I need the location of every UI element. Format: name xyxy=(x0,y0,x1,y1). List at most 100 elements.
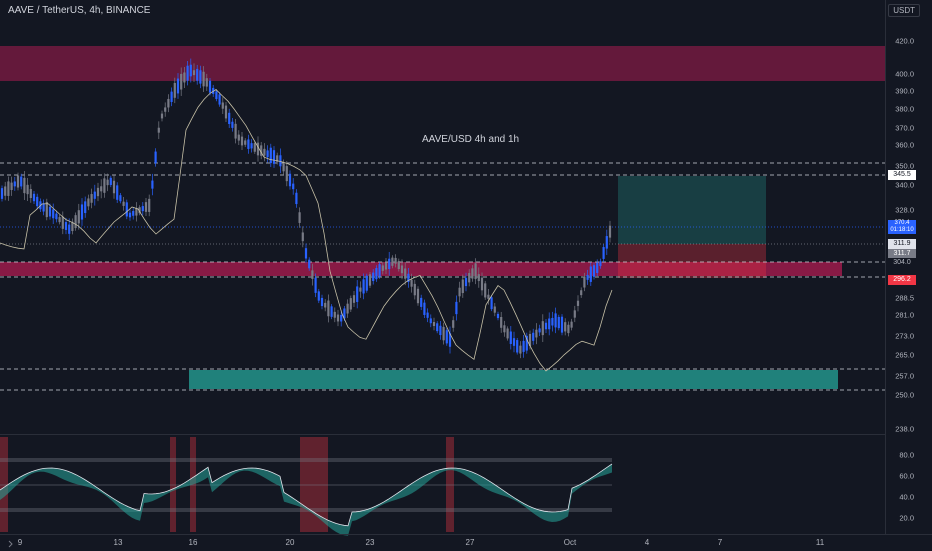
candle-body xyxy=(157,127,160,133)
candle-body xyxy=(340,314,343,322)
candle-body xyxy=(61,216,64,229)
candle-body xyxy=(496,313,500,319)
candle-body xyxy=(324,302,327,308)
oscillator-tick: 40.0 xyxy=(899,492,914,502)
time-label: 9 xyxy=(17,538,23,547)
candle-body xyxy=(356,286,359,302)
currency-badge[interactable]: USDT xyxy=(888,4,920,17)
candle-body xyxy=(336,314,340,322)
candle-body xyxy=(538,328,541,333)
candle-body xyxy=(122,201,125,206)
scroll-to-start-icon[interactable] xyxy=(8,540,16,548)
candle-body xyxy=(436,323,439,332)
candle-body xyxy=(448,333,452,347)
stop-price-tag: 296.2 xyxy=(888,275,916,285)
candle-body xyxy=(301,232,304,242)
time-label: 7 xyxy=(717,538,723,547)
price-tick: 350.0 xyxy=(895,161,914,171)
candle-body xyxy=(320,297,324,307)
candle-body xyxy=(231,121,234,128)
candle-body xyxy=(576,300,580,306)
candle-body xyxy=(288,173,292,187)
candle-body xyxy=(586,274,589,280)
candle-body xyxy=(602,247,605,259)
candle-body xyxy=(298,212,301,223)
candle-body xyxy=(7,181,10,196)
candle-body xyxy=(410,279,413,287)
candle-body xyxy=(557,316,560,329)
candle-body xyxy=(42,203,45,212)
oscillator-highlight xyxy=(170,437,176,532)
candlesticks xyxy=(0,58,612,359)
candle-body xyxy=(237,134,240,141)
candle-body xyxy=(250,143,253,149)
price-tick: 265.0 xyxy=(895,350,914,360)
candle-body xyxy=(362,279,365,294)
candle-body xyxy=(583,276,586,288)
candle-body xyxy=(365,275,368,291)
candle-body xyxy=(32,193,36,202)
candle-body xyxy=(381,265,384,271)
price-axis[interactable] xyxy=(885,0,932,534)
candle-body xyxy=(128,212,132,218)
candle-body xyxy=(196,68,199,81)
candle-body xyxy=(218,94,221,105)
candle-body xyxy=(378,264,381,277)
price-tick: 420.0 xyxy=(895,36,914,46)
candle-body xyxy=(138,207,141,214)
candle-body xyxy=(509,331,512,344)
candle-body xyxy=(199,70,202,84)
oscillator-tick: 20.0 xyxy=(899,513,914,523)
pane-separator[interactable] xyxy=(0,434,886,435)
candle-body xyxy=(346,303,349,314)
candle-body xyxy=(68,224,71,234)
candle-body xyxy=(567,324,570,334)
candle-body xyxy=(141,206,144,212)
candle-body xyxy=(596,262,599,273)
candle-body xyxy=(48,206,52,217)
candle-body xyxy=(176,78,180,94)
candle-body xyxy=(432,321,436,327)
candle-body xyxy=(71,221,74,232)
candle-body xyxy=(512,338,516,346)
candle-body xyxy=(429,318,432,324)
price-tick: 340.0 xyxy=(895,180,914,190)
candle-body xyxy=(330,306,333,317)
candle-body xyxy=(551,317,554,326)
candle-body xyxy=(480,277,484,291)
candle-body xyxy=(349,298,352,310)
candle-body xyxy=(570,321,573,328)
target-price-tag: 345.5 xyxy=(888,170,916,180)
candle-body xyxy=(93,191,96,199)
candle-body xyxy=(420,297,423,307)
candle-body xyxy=(215,91,218,100)
price-tick: 281.0 xyxy=(895,310,914,320)
time-axis[interactable] xyxy=(0,534,932,551)
supply-zone-top xyxy=(0,46,886,81)
candle-body xyxy=(474,263,477,280)
candle-body xyxy=(468,273,471,283)
price-tick: 380.0 xyxy=(895,104,914,114)
candle-body xyxy=(388,258,391,270)
candle-body xyxy=(167,98,170,108)
price-tick: 288.5 xyxy=(895,293,914,303)
price-tick: 390.0 xyxy=(895,86,914,96)
candle-body xyxy=(333,311,336,318)
position-target-area xyxy=(618,176,766,244)
price-tick: 370.0 xyxy=(895,123,914,133)
candle-body xyxy=(224,105,228,119)
candle-body xyxy=(455,301,458,315)
candle-body xyxy=(74,215,77,229)
candle-body xyxy=(151,180,154,189)
candle-body xyxy=(308,259,311,269)
candle-body xyxy=(90,194,93,203)
candle-body xyxy=(519,345,522,354)
candle-body xyxy=(452,320,455,328)
candle-body xyxy=(205,78,208,87)
candle-body xyxy=(490,297,493,310)
candle-body xyxy=(112,180,116,194)
candle-body xyxy=(589,266,592,282)
candle-body xyxy=(544,322,548,330)
candle-body xyxy=(103,178,106,193)
